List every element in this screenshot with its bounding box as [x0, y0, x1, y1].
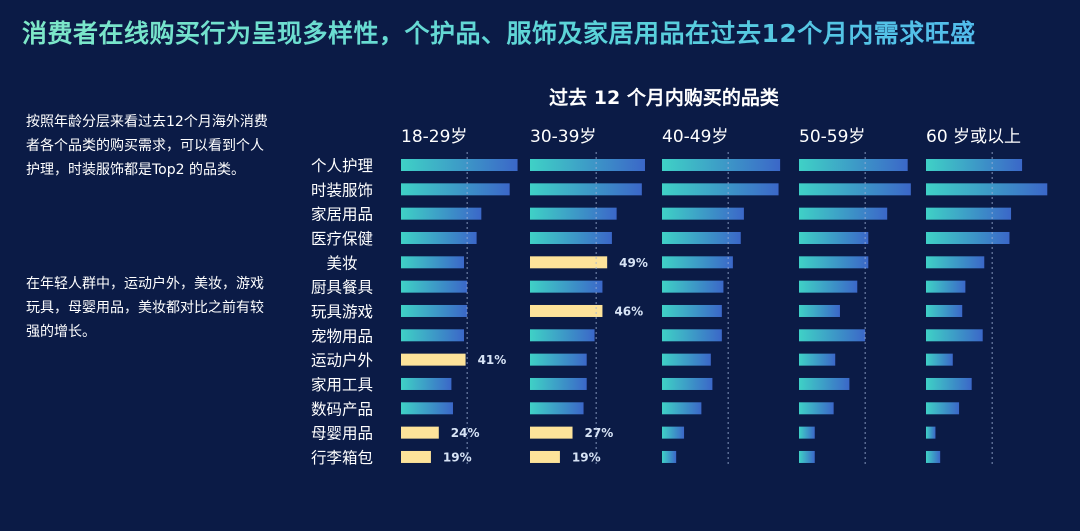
- highlight-bar: [401, 353, 466, 366]
- bar: [926, 159, 1023, 171]
- value-label: 19%: [572, 450, 601, 464]
- age-group-label: 60 岁或以上: [926, 127, 1021, 147]
- bar: [926, 426, 936, 439]
- highlight-bar: [401, 450, 431, 463]
- bar: [401, 231, 477, 244]
- bar: [530, 377, 587, 390]
- category-label: 厨具餐具: [311, 279, 373, 297]
- bar: [662, 280, 724, 293]
- bar: [926, 329, 983, 342]
- bar: [530, 402, 584, 415]
- bar: [799, 426, 815, 439]
- bar: [799, 402, 834, 415]
- bar: [926, 353, 953, 366]
- category-label: 个人护理: [311, 157, 373, 175]
- bar: [799, 183, 911, 196]
- bar: [401, 402, 453, 415]
- value-label: 27%: [585, 426, 614, 440]
- category-label: 母婴用品: [311, 425, 373, 443]
- bar: [401, 329, 464, 342]
- age-group-label: 18-29岁: [401, 127, 467, 147]
- value-label: 46%: [614, 304, 643, 318]
- category-label: 行李箱包: [311, 449, 373, 467]
- bar: [799, 256, 869, 269]
- bar: [401, 377, 452, 390]
- bar: [799, 231, 869, 244]
- bar: [926, 231, 1010, 244]
- bar: [401, 207, 482, 220]
- bar: [662, 353, 711, 366]
- bar: [799, 280, 858, 293]
- category-label: 家居用品: [311, 206, 373, 224]
- bar: [662, 329, 722, 342]
- highlight-bar: [530, 426, 573, 439]
- bar: [662, 377, 713, 390]
- value-label: 19%: [443, 450, 472, 464]
- bar: [926, 256, 985, 269]
- bar: [401, 183, 510, 196]
- chart-title: 过去 12 个月内购买的品类: [549, 86, 779, 109]
- highlight-bar: [530, 450, 560, 463]
- value-label: 49%: [619, 256, 648, 270]
- page-title: 消费者在线购买行为呈现多样性，个护品、服饰及家居用品在过去12个月内需求旺盛: [22, 14, 1072, 50]
- bar: [662, 304, 722, 317]
- bar: [799, 329, 866, 342]
- bar: [662, 450, 677, 463]
- bar: [662, 207, 744, 220]
- bar: [926, 304, 963, 317]
- bar: [530, 280, 603, 293]
- category-label: 宠物用品: [311, 327, 373, 345]
- age-group-label: 50-59岁: [799, 127, 865, 147]
- bar: [926, 450, 941, 463]
- value-label: 24%: [451, 426, 480, 440]
- bar: [401, 159, 518, 171]
- age-group-label: 40-49岁: [662, 127, 728, 147]
- bar: [530, 159, 645, 171]
- bar: [662, 183, 779, 196]
- insight-paragraph-1: 按照年龄分层来看过去12个月海外消费者各个品类的购买需求，可以看到个人护理，时装…: [26, 114, 268, 178]
- highlight-bar: [530, 304, 603, 317]
- bar: [662, 402, 702, 415]
- bar: [926, 207, 1012, 220]
- insight-paragraph-2: 在年轻人群中，运动户外，美妆，游戏玩具，母婴用品，美妆都对比之前有较强的增长。: [26, 276, 264, 340]
- category-label: 家用工具: [311, 376, 373, 394]
- highlight-bar: [401, 426, 439, 439]
- category-label: 时装服饰: [311, 181, 373, 199]
- category-label: 玩具游戏: [311, 303, 373, 321]
- age-group-label: 30-39岁: [530, 127, 596, 147]
- bar: [926, 377, 972, 390]
- bar: [530, 231, 612, 244]
- bar: [662, 426, 685, 439]
- bar: [662, 231, 741, 244]
- bar: [926, 183, 1048, 196]
- category-label: 运动户外: [311, 352, 373, 370]
- bar: [530, 329, 595, 342]
- bar: [799, 450, 815, 463]
- bar: [799, 207, 888, 220]
- bar: [530, 353, 587, 366]
- bar: [926, 280, 966, 293]
- bar: [401, 304, 468, 317]
- bar: [530, 207, 617, 220]
- bar: [799, 304, 840, 317]
- category-label: 医疗保健: [311, 230, 373, 248]
- bar: [799, 377, 850, 390]
- category-label: 美妆: [326, 254, 357, 272]
- value-label: 41%: [478, 353, 507, 367]
- bar: [401, 280, 468, 293]
- bar: [662, 159, 781, 171]
- bar: [662, 256, 733, 269]
- highlight-bar: [530, 256, 608, 269]
- bar: [926, 402, 960, 415]
- category-label: 数码产品: [311, 400, 373, 418]
- bar: [799, 159, 908, 171]
- bar: [530, 183, 642, 196]
- bar: [799, 353, 836, 366]
- bar: [401, 256, 464, 269]
